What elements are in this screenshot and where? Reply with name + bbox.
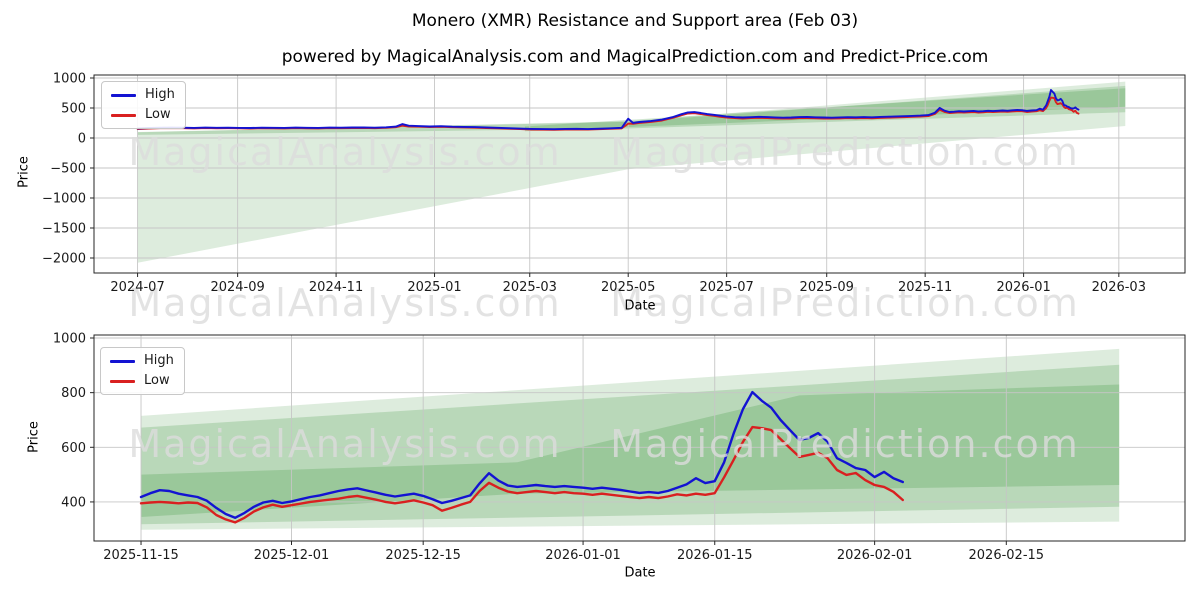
legend-label-low: Low: [144, 373, 170, 388]
svg-text:2025-09: 2025-09: [800, 280, 854, 295]
bottom-x-axis-label: Date: [624, 565, 656, 581]
svg-text:1000: 1000: [53, 72, 86, 87]
legend-item-low: Low: [110, 374, 174, 388]
watermark-text: MagicalAnalysis.com: [128, 422, 561, 466]
low-line-swatch-icon: [111, 113, 136, 117]
svg-text:2025-07: 2025-07: [699, 280, 753, 295]
bottom-chart-legend: High Low: [100, 347, 185, 395]
svg-text:0: 0: [78, 132, 86, 147]
high-line-swatch-icon: [110, 359, 135, 363]
svg-text:−1500: −1500: [42, 222, 86, 237]
svg-text:2026-02-01: 2026-02-01: [837, 548, 913, 563]
svg-text:2025-11: 2025-11: [898, 280, 952, 295]
page-subtitle: powered by MagicalAnalysis.com and Magic…: [281, 47, 989, 67]
legend-label-low: Low: [145, 107, 171, 122]
svg-text:2026-01-15: 2026-01-15: [677, 548, 753, 563]
watermark-text: MagicalPrediction.com: [610, 422, 1080, 466]
svg-text:2024-09: 2024-09: [210, 280, 264, 295]
watermark-text: MagicalAnalysis.com: [128, 130, 561, 174]
svg-text:2025-12-15: 2025-12-15: [385, 548, 461, 563]
bottom-y-axis-label: Price: [26, 421, 42, 453]
svg-text:2025-12-01: 2025-12-01: [254, 548, 330, 563]
svg-text:2025-03: 2025-03: [503, 280, 557, 295]
svg-text:2024-11: 2024-11: [309, 280, 363, 295]
svg-text:400: 400: [61, 495, 86, 510]
svg-text:500: 500: [61, 102, 86, 117]
watermark-text: MagicalAnalysis.com: [128, 281, 561, 325]
high-line-swatch-icon: [111, 93, 136, 97]
svg-text:−2000: −2000: [42, 252, 86, 267]
legend-item-high: High: [110, 354, 174, 368]
svg-text:600: 600: [61, 441, 86, 456]
svg-text:−1000: −1000: [42, 192, 86, 207]
svg-text:2024-07: 2024-07: [110, 280, 164, 295]
watermark-text: MagicalPrediction.com: [610, 281, 1080, 325]
svg-text:2025-05: 2025-05: [601, 280, 655, 295]
svg-text:2025-11-15: 2025-11-15: [103, 548, 179, 563]
svg-text:2025-01: 2025-01: [407, 280, 461, 295]
low-line-swatch-icon: [110, 379, 135, 383]
svg-text:−500: −500: [50, 162, 86, 177]
svg-text:1000: 1000: [53, 332, 86, 347]
legend-label-high: High: [145, 87, 175, 102]
top-x-axis-label: Date: [624, 298, 656, 314]
legend-item-high: High: [111, 88, 175, 102]
legend-item-low: Low: [111, 108, 175, 122]
svg-text:2026-03: 2026-03: [1092, 280, 1146, 295]
top-y-axis-label: Price: [16, 156, 32, 188]
svg-text:800: 800: [61, 386, 86, 401]
svg-text:2026-01: 2026-01: [996, 280, 1050, 295]
top-chart-legend: High Low: [101, 81, 186, 129]
svg-text:2026-02-15: 2026-02-15: [969, 548, 1045, 563]
page-title: Monero (XMR) Resistance and Support area…: [411, 11, 859, 31]
svg-text:2026-01-01: 2026-01-01: [545, 548, 621, 563]
legend-label-high: High: [144, 353, 174, 368]
watermark-text: MagicalPrediction.com: [610, 130, 1080, 174]
